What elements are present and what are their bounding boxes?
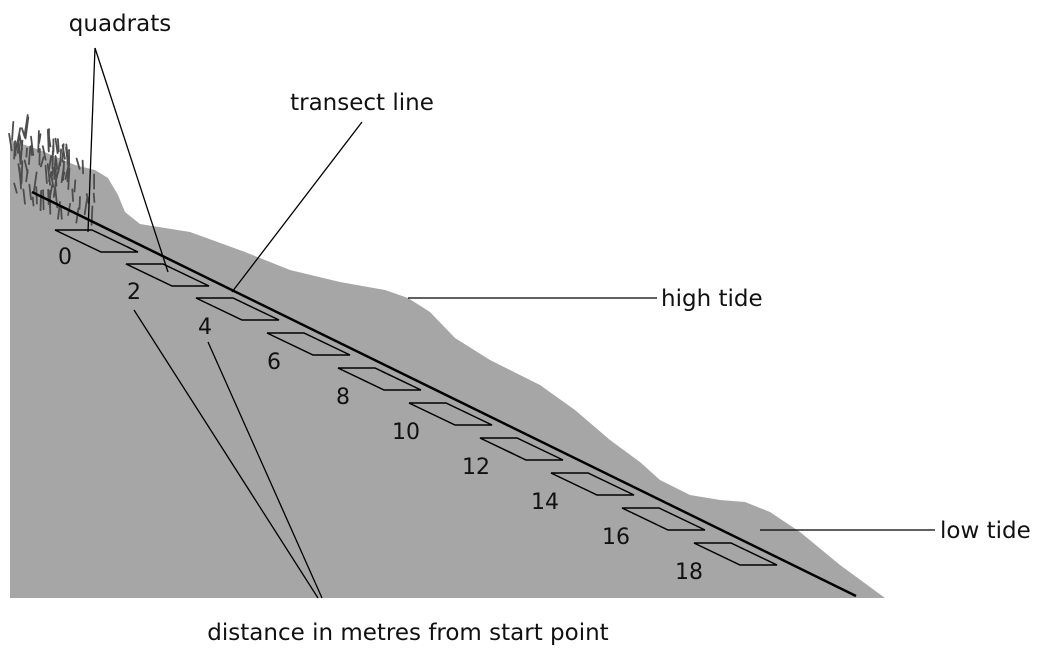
grass-blade [73,179,77,193]
grass-blade [30,135,35,156]
grass-blade [22,188,26,205]
quadrats-leader-a [87,47,96,233]
transect-leader [231,121,363,293]
quadrat-0 [54,229,139,253]
grass-blade [28,145,32,165]
grass-blade [39,189,43,212]
grass-blade [23,114,29,136]
grass-blade [46,163,51,186]
grass-blade [61,143,65,163]
grass-blade [37,130,40,153]
transect-line [31,190,857,598]
grass-blade [60,206,63,220]
distance-label: 16 [602,525,630,550]
distance-label: 2 [127,280,141,305]
grass-blade [20,160,24,184]
distance-leader-a [133,309,319,599]
quadrat-14 [550,472,635,496]
grass-blade [57,201,61,220]
grass-blade [66,161,70,183]
distance-label: 10 [392,420,420,445]
grass-blade [30,145,33,156]
quadrat-6 [266,332,351,356]
grass-blade [60,171,66,183]
grass-blade [16,137,20,154]
quadrat-18 [693,542,778,566]
grass-blade [67,167,71,190]
grass-blade [50,176,55,188]
distance-caption: distance in metres from start point [207,620,608,646]
grass-blade [83,197,89,216]
quadrat-8 [337,367,422,391]
grass-tuft [8,114,96,226]
grass-blade [64,165,70,180]
transect-line-label: transect line [290,90,434,116]
grass-blade [92,192,96,203]
grass-blade [71,188,74,202]
grass-blade [54,137,59,154]
grass-blade [41,145,47,161]
grass-blade [51,167,55,177]
grass-blade [42,189,45,211]
grass-blade [47,128,52,148]
distance-leader-b [207,341,323,599]
grass-blade [8,132,13,152]
grass-blade [24,116,30,140]
grass-blade [81,159,84,175]
grass-blade [31,196,35,207]
grass-blade [32,171,38,194]
distance-label: 18 [675,560,703,585]
grass-blade [25,169,29,183]
quadrats-group [54,229,778,566]
distance-label: 12 [462,455,490,480]
grass-blade [65,146,69,166]
grass-blade [57,138,60,153]
quadrat-16 [621,507,706,531]
grass-blade [90,205,94,226]
distance-label: 0 [58,245,72,270]
distance-label: 6 [267,350,281,375]
grass-blade [11,121,15,141]
grass-blade [21,127,26,139]
grass-blade [54,155,59,170]
high-tide-label: high tide [661,286,763,312]
distance-label: 14 [531,490,559,515]
distance-label: 8 [336,385,350,410]
grass-blade [44,164,48,184]
grass-blade [13,182,18,194]
low-tide-label: low tide [940,518,1031,544]
grass-blade [54,168,58,187]
grass-blade [25,147,28,158]
grass-blade [59,148,62,167]
quadrat-4 [195,297,280,321]
shore-ground [10,140,885,598]
quadrats-label: quadrats [69,11,171,37]
distance-labels: 0 2 4 6 8 10 12 14 16 18 [58,245,703,585]
quadrat-2 [125,263,210,287]
quadrats-leader-b [94,47,169,273]
grass-blade [48,192,52,215]
grass-blade [75,157,81,170]
quadrat-10 [408,402,493,426]
grass-blade [20,139,24,162]
quadrat-12 [479,437,564,461]
leader-lines [87,47,935,599]
grass-blade [78,196,81,210]
grass-blade [40,156,45,168]
distance-label: 4 [198,315,212,340]
grass-blade [28,183,32,201]
